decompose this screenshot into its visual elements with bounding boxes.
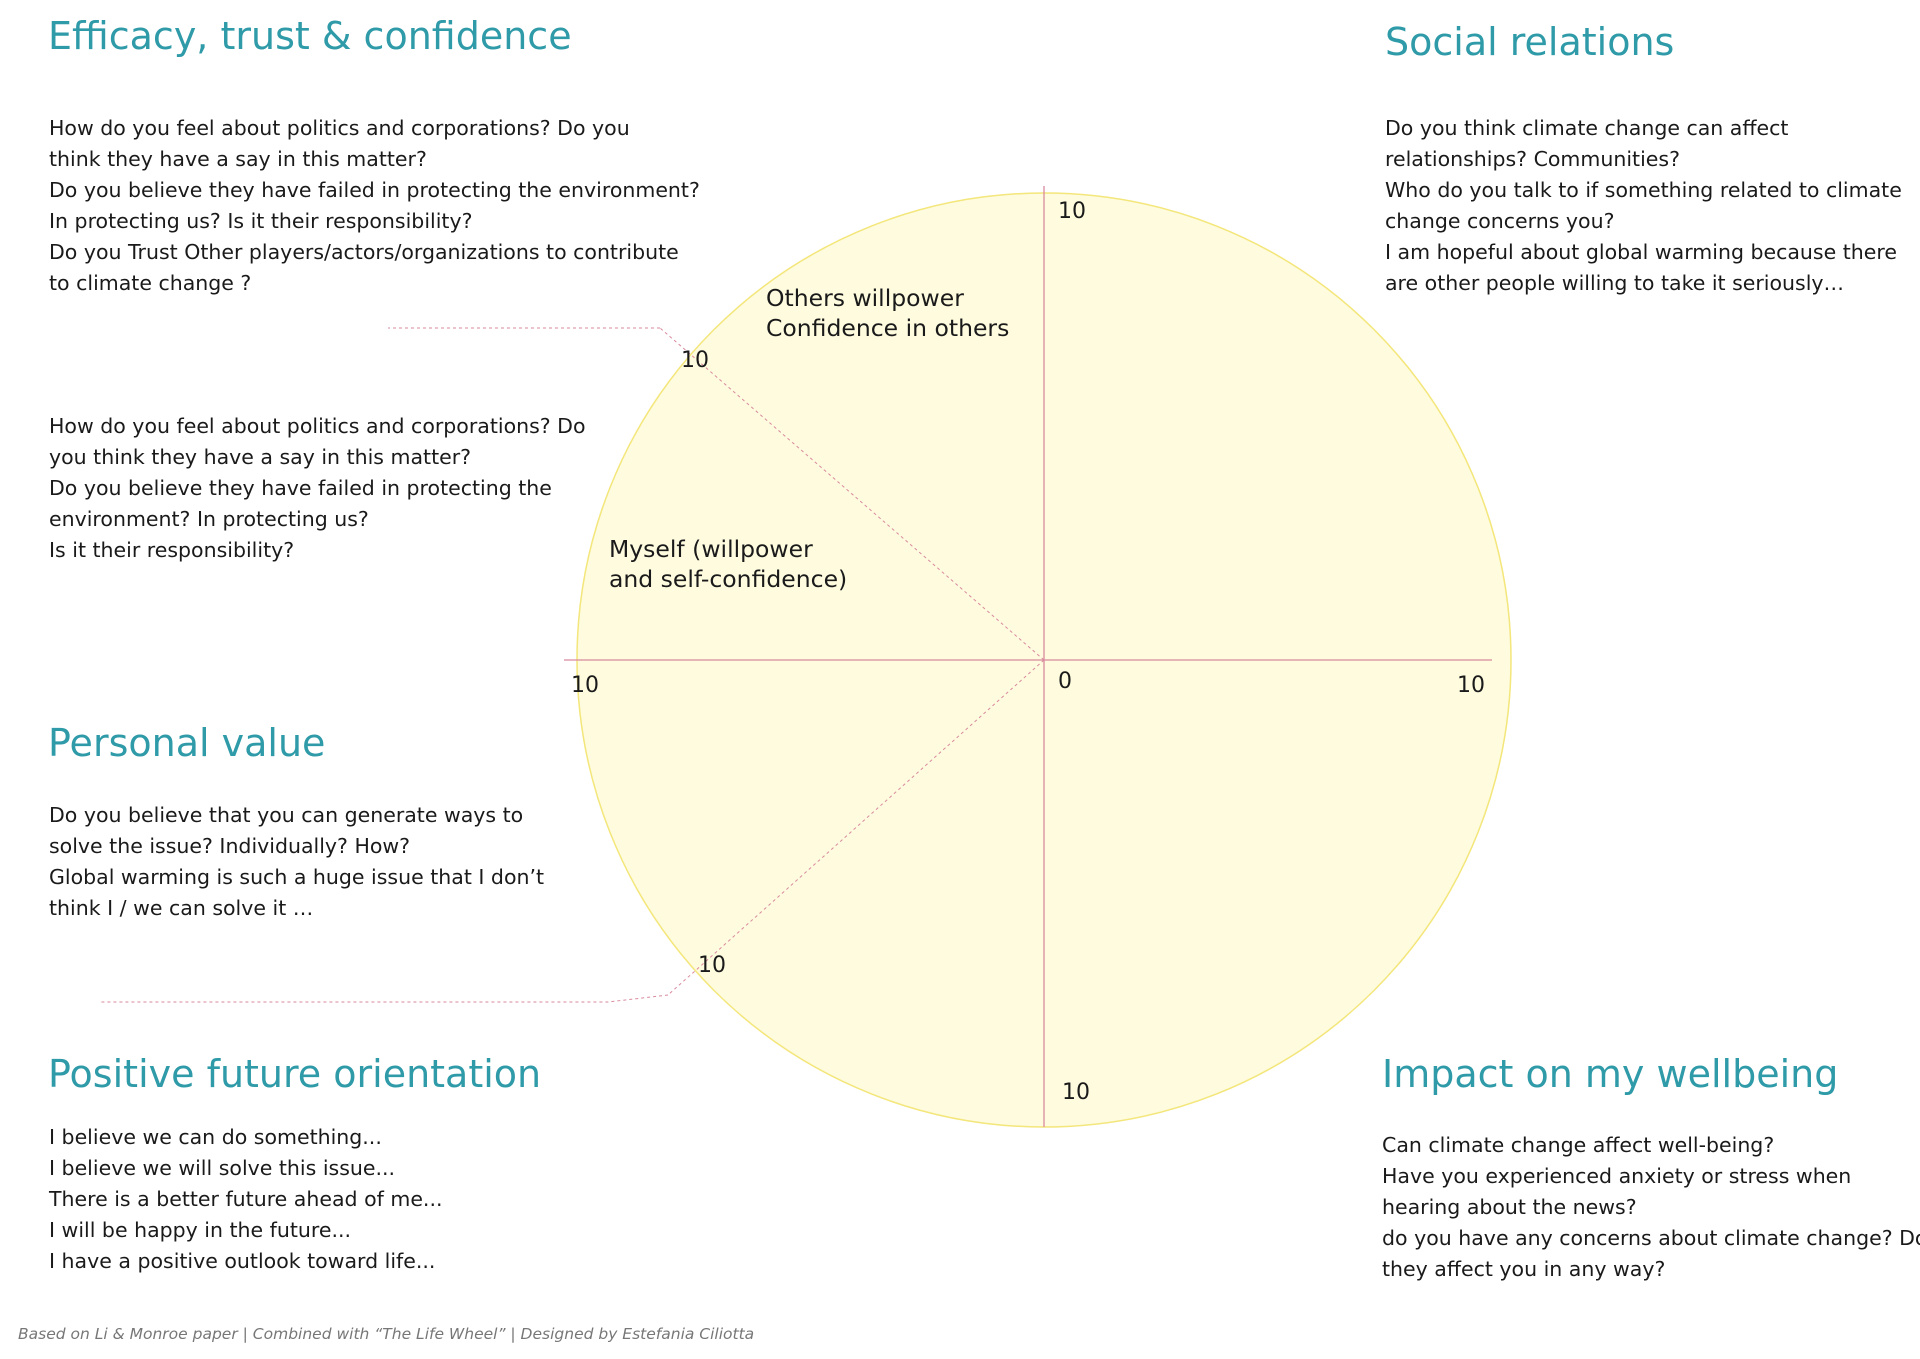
- text-line: Do you think climate change can affect: [1385, 116, 1789, 140]
- scale-label-left: 10: [571, 673, 599, 698]
- scale-label-right: 10: [1457, 673, 1485, 698]
- efficacy-title: Efficacy, trust & confidence: [48, 14, 572, 58]
- text-line: I believe we will solve this issue...: [49, 1156, 396, 1180]
- text-line: Do you Trust Other players/actors/organi…: [49, 240, 679, 264]
- text-line: they affect you in any way?: [1382, 1257, 1666, 1281]
- text-line: Have you experienced anxiety or stress w…: [1382, 1164, 1852, 1188]
- text-line: I am hopeful about global warming becaus…: [1385, 240, 1897, 264]
- text-line: you think they have a say in this matter…: [49, 445, 472, 469]
- others-label-line2: Confidence in others: [766, 314, 1009, 342]
- text-line: Do you believe that you can generate way…: [49, 803, 524, 827]
- text-line: solve the issue? Individually? How?: [49, 834, 411, 858]
- wellbeing-title: Impact on my wellbeing: [1382, 1052, 1839, 1096]
- personal-questions: Do you believe that you can generate way…: [49, 800, 544, 924]
- text-line: Is it their responsibility?: [49, 538, 295, 562]
- wellbeing-questions: Can climate change affect well-being? Ha…: [1382, 1130, 1920, 1285]
- text-line: How do you feel about politics and corpo…: [49, 116, 630, 140]
- myself-label-line1: Myself (willpower: [609, 535, 813, 563]
- text-line: I have a positive outlook toward life...: [49, 1249, 436, 1273]
- wheel-divider-upper: [659, 327, 1045, 661]
- leader-line-lower: [100, 994, 669, 1003]
- text-line: change concerns you?: [1385, 209, 1615, 233]
- text-line: to climate change ?: [49, 271, 252, 295]
- text-line: There is a better future ahead of me...: [49, 1187, 443, 1211]
- text-line: environment? In protecting us?: [49, 507, 369, 531]
- social-title: Social relations: [1385, 20, 1675, 64]
- future-statements: I believe we can do something... I belie…: [49, 1122, 442, 1277]
- text-line: How do you feel about politics and corpo…: [49, 414, 586, 438]
- text-line: hearing about the news?: [1382, 1195, 1637, 1219]
- text-line: Can climate change affect well-being?: [1382, 1133, 1775, 1157]
- efficacy-second-questions: How do you feel about politics and corpo…: [49, 411, 586, 566]
- text-line: Global warming is such a huge issue that…: [49, 865, 545, 889]
- footer-credit: Based on Li & Monroe paper | Combined wi…: [18, 1325, 755, 1343]
- text-line: do you have any concerns about climate c…: [1382, 1226, 1920, 1250]
- scale-label-bottom: 10: [1062, 1080, 1090, 1105]
- others-label-line1: Others willpower: [766, 284, 964, 312]
- center-label: 0: [1058, 669, 1072, 694]
- text-line: are other people willing to take it seri…: [1385, 271, 1845, 295]
- social-questions: Do you think climate change can affect r…: [1385, 113, 1902, 299]
- text-line: Who do you talk to if something related …: [1385, 178, 1902, 202]
- text-line: In protecting us? Is it their responsibi…: [49, 209, 473, 233]
- personal-title: Personal value: [48, 721, 326, 765]
- text-line: Do you believe they have failed in prote…: [49, 476, 552, 500]
- myself-label-line2: and self-confidence): [609, 565, 847, 593]
- future-title: Positive future orientation: [48, 1052, 542, 1096]
- text-line: I will be happy in the future...: [49, 1218, 352, 1242]
- scale-label-lower-left: 10: [698, 953, 726, 978]
- text-line: I believe we can do something...: [49, 1125, 382, 1149]
- text-line: relationships? Communities?: [1385, 147, 1680, 171]
- text-line: think they have a say in this matter?: [49, 147, 427, 171]
- efficacy-questions: How do you feel about politics and corpo…: [49, 113, 700, 299]
- scale-label-upper-left: 10: [681, 348, 709, 373]
- text-line: think I / we can solve it …: [49, 896, 314, 920]
- scale-label-top: 10: [1058, 199, 1086, 224]
- text-line: Do you believe they have failed in prote…: [49, 178, 700, 202]
